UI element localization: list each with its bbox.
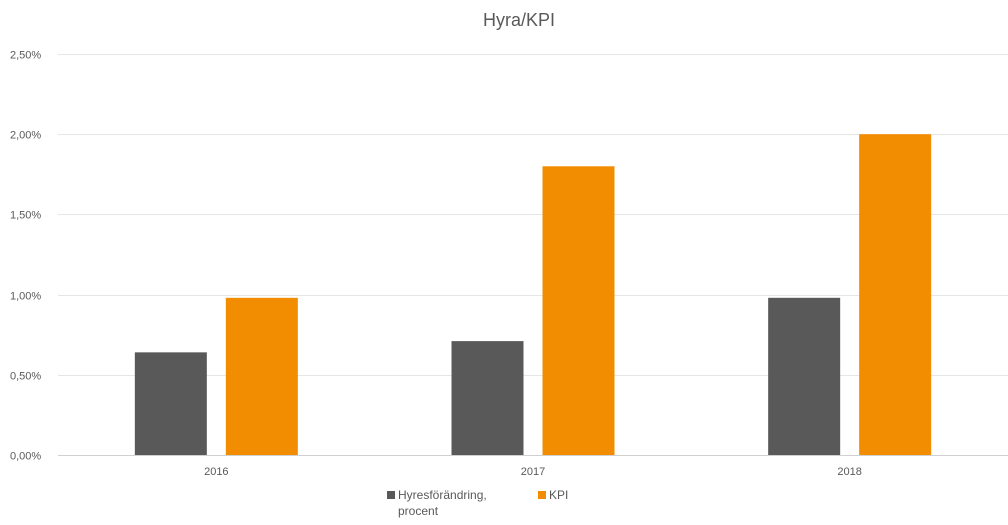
bar-hyresforandring-2017: [451, 341, 524, 455]
y-tick-label: 0,50%: [10, 371, 41, 383]
y-tick-label: 1,00%: [10, 291, 41, 303]
y-axis-ticks: 0,00% 0,50% 1,00% 1,50% 2,00% 2,50%: [10, 50, 41, 463]
bar-hyresforandring-2016: [134, 352, 207, 455]
gridlines: [58, 54, 1008, 456]
bar-hyresforandring-2018: [768, 297, 841, 455]
bar-kpi-2018: [859, 134, 932, 455]
legend-swatch: [387, 491, 395, 499]
bar-kpi-2016: [225, 297, 298, 455]
x-axis-ticks: 2016 2017 2018: [204, 466, 862, 478]
x-tick-label: 2016: [204, 466, 228, 478]
legend-label: Hyresförändring, procent: [398, 488, 487, 518]
chart-title: Hyra/KPI: [483, 10, 555, 30]
y-tick-label: 2,50%: [10, 50, 41, 62]
y-tick-label: 2,00%: [10, 130, 41, 142]
legend-swatch: [538, 491, 546, 499]
x-tick-label: 2017: [521, 466, 545, 478]
bar-kpi-2017: [542, 166, 615, 455]
legend: Hyresförändring, procent KPI: [387, 488, 568, 518]
legend-label: KPI: [549, 488, 568, 502]
x-tick-label: 2018: [837, 466, 861, 478]
y-tick-label: 1,50%: [10, 210, 41, 222]
bars: [134, 134, 932, 455]
y-tick-label: 0,00%: [10, 451, 41, 463]
